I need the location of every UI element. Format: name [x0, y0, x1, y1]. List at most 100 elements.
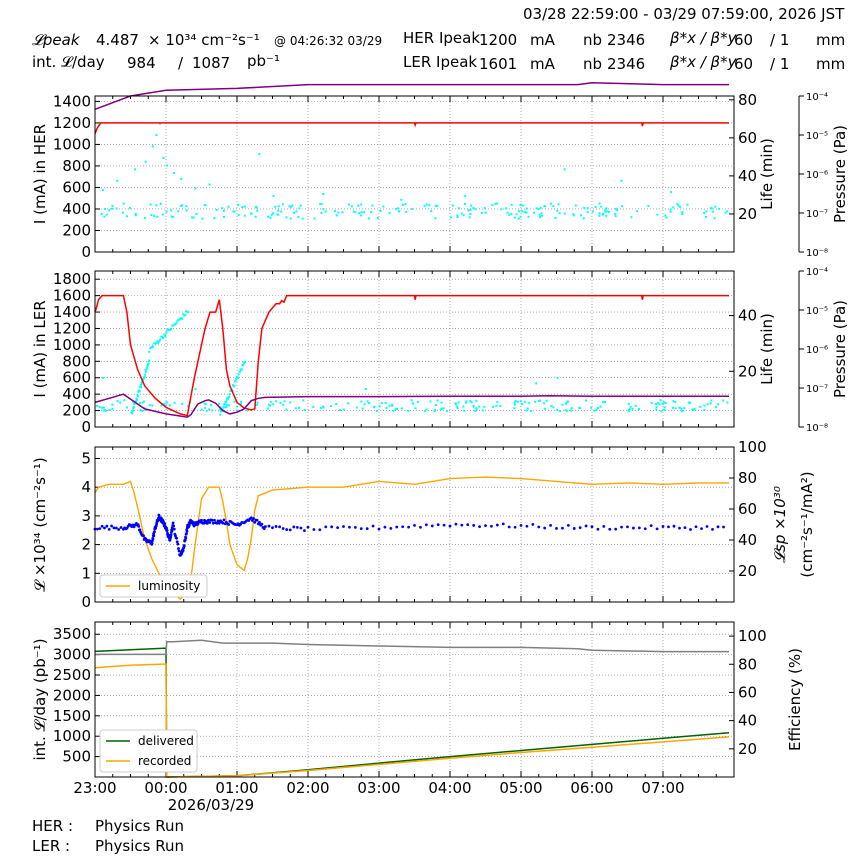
- specific-point: [722, 525, 725, 529]
- life-point: [170, 209, 173, 212]
- life-point: [122, 211, 125, 214]
- life-point: [578, 406, 581, 409]
- y-tick-label: 500: [62, 748, 91, 766]
- specific-point: [285, 528, 289, 531]
- specific-point: [312, 528, 316, 531]
- y2-tick-label: 40: [738, 307, 757, 325]
- specific-point: [252, 517, 255, 520]
- life-point: [474, 409, 477, 412]
- specific-point: [187, 523, 191, 527]
- life-point: [528, 401, 531, 404]
- life-point: [123, 399, 126, 402]
- specific-point: [531, 523, 535, 526]
- ler-peak-unit: mA: [530, 55, 555, 73]
- y2-tick-label: 100: [738, 627, 767, 645]
- life-point: [631, 407, 634, 410]
- life-point: [335, 214, 338, 217]
- life-point: [599, 205, 602, 208]
- life-point: [543, 402, 546, 405]
- specific-point: [221, 521, 225, 525]
- life-point: [135, 398, 138, 401]
- life-point: [726, 210, 729, 213]
- life-point: [598, 202, 601, 205]
- life-point: [423, 409, 426, 412]
- specific-point: [549, 523, 552, 527]
- specific-point: [590, 525, 594, 529]
- legend-box: [99, 574, 208, 598]
- life-point: [499, 404, 502, 407]
- life-point: [462, 214, 465, 217]
- life-point: [98, 406, 101, 409]
- life-point: [478, 405, 481, 408]
- life-point: [681, 211, 684, 214]
- life-point: [141, 410, 144, 413]
- specific-point: [614, 527, 618, 531]
- y-tick-label: 600: [62, 369, 91, 387]
- life-point: [676, 203, 679, 206]
- life-point: [148, 403, 151, 406]
- life-point: [665, 216, 668, 219]
- life-point: [718, 207, 721, 210]
- life-point: [338, 409, 341, 412]
- ler-beta-label: β*x / β*y: [670, 53, 737, 71]
- life-point: [267, 407, 270, 410]
- specific-point: [150, 541, 154, 545]
- specific-point: [389, 526, 393, 530]
- life-point: [368, 402, 371, 405]
- specific-point: [584, 524, 588, 528]
- life-point: [143, 217, 146, 220]
- life-point: [166, 164, 168, 167]
- life-point: [224, 401, 227, 404]
- life-point: [222, 209, 225, 212]
- life-point: [267, 215, 270, 218]
- her-beta-label: β*x / β*y: [670, 29, 737, 47]
- life-point: [237, 376, 240, 379]
- specific-point: [495, 523, 499, 527]
- life-point: [297, 215, 300, 218]
- life-point: [686, 203, 689, 206]
- life-point: [155, 342, 158, 345]
- life-point: [352, 210, 355, 213]
- x-tick-label: 23:00: [73, 779, 116, 797]
- life-point: [455, 405, 458, 408]
- life-point: [663, 409, 666, 412]
- life-point: [515, 213, 518, 216]
- time-range: 03/28 22:59:00 - 03/29 07:59:00, 2026 JS…: [523, 5, 845, 23]
- life-point: [105, 213, 108, 216]
- life-point: [710, 399, 713, 402]
- y2-tick-label: 100: [738, 438, 767, 456]
- life-point: [672, 400, 675, 403]
- lumi-peak-value: 4.487: [96, 31, 139, 49]
- life-point: [223, 403, 226, 406]
- y-axis-label: I (mA) in LER: [31, 300, 49, 397]
- specific-point: [608, 527, 612, 531]
- y-tick-label: 2000: [53, 686, 91, 704]
- y-tick-label: 3: [81, 507, 91, 525]
- life-point: [157, 341, 160, 344]
- y2-tick-label: 80: [738, 91, 757, 109]
- life-point: [170, 327, 173, 330]
- life-point: [102, 189, 105, 192]
- life-point: [313, 217, 316, 220]
- life-point: [159, 202, 162, 205]
- life-point: [201, 217, 204, 220]
- pressure-tick-label: 10⁻⁷: [806, 209, 828, 220]
- life-point: [404, 203, 407, 206]
- life-point: [539, 399, 542, 402]
- life-point: [176, 320, 179, 323]
- life-point: [614, 213, 617, 216]
- life-point: [166, 329, 169, 332]
- life-point: [280, 210, 283, 213]
- y-tick-label: 1600: [53, 287, 91, 305]
- specific-point: [700, 527, 703, 531]
- life-point: [108, 209, 111, 212]
- life-point: [550, 404, 553, 407]
- life-point: [410, 399, 413, 402]
- life-point: [131, 409, 134, 412]
- y-axis-label: I (mA) in HER: [31, 124, 49, 224]
- life-point: [379, 209, 382, 212]
- life-point: [156, 215, 159, 218]
- series-recorded: [94, 663, 730, 778]
- life-point: [395, 408, 398, 411]
- life-point: [155, 204, 158, 207]
